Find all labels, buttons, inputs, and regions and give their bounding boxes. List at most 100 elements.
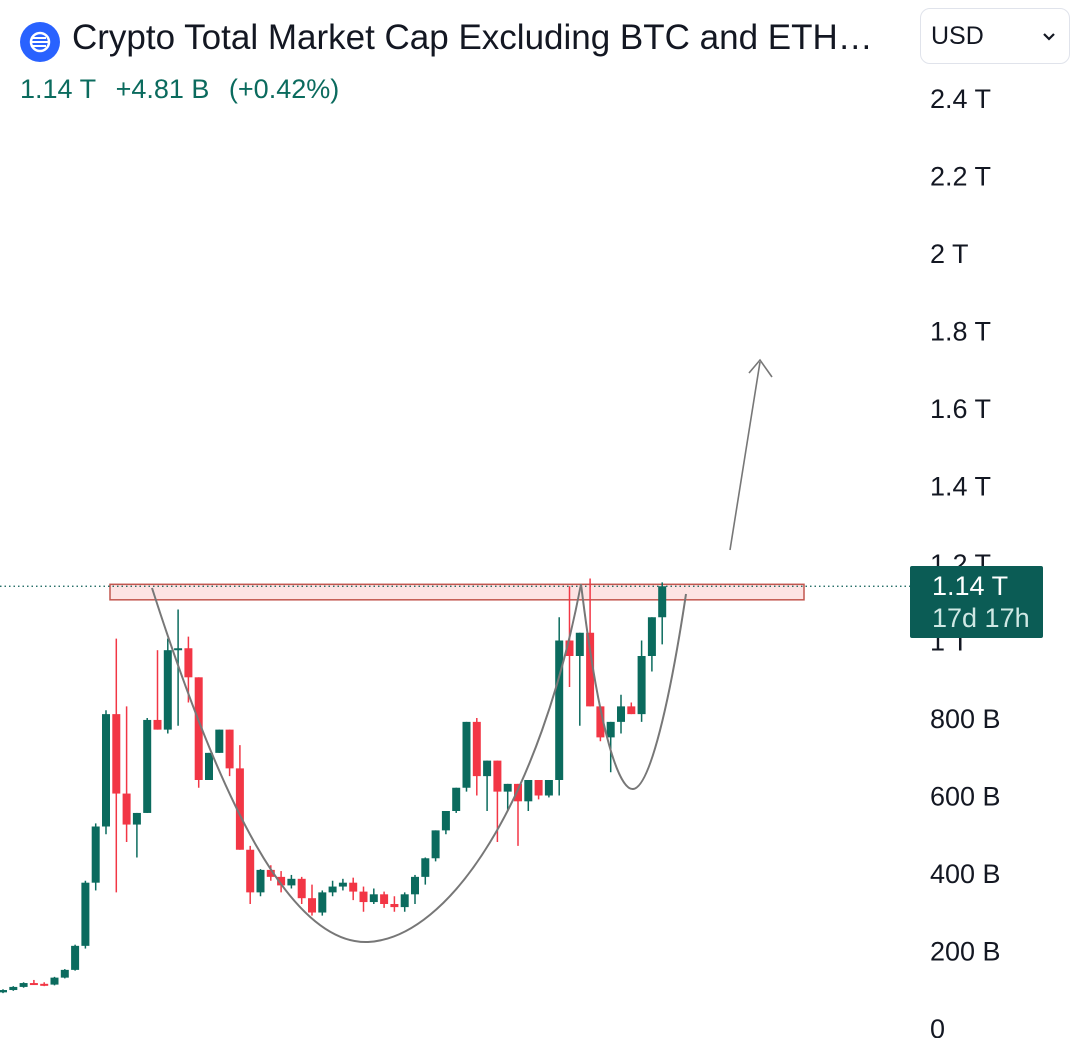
candle [29,979,38,986]
candle-body [297,878,306,899]
candle [60,969,69,979]
y-tick-label: 0 [930,1014,945,1038]
candles-layer [0,578,667,994]
candle [9,986,18,991]
candle-body [256,869,265,893]
candle [235,745,244,850]
candle-body [575,632,584,656]
last-price-badge: 1.14 T 17d 17h [910,566,1043,638]
candle-body [369,894,378,903]
candle-body [122,793,131,825]
candle [297,876,306,904]
candle-body [637,656,646,715]
candle-body [338,882,347,887]
currency-select[interactable]: USD [920,8,1070,64]
candle [143,718,152,813]
candle-body [462,721,471,788]
candle-body [617,706,625,722]
candle-body [153,719,162,730]
candle-body [60,969,69,978]
crypto-logo-icon [20,22,60,62]
candle-body [565,640,574,656]
candle [390,896,399,912]
price-change: +4.81 B [115,74,210,104]
candle [194,677,203,788]
candle-body [647,617,656,656]
candle-body [421,858,430,877]
candle-body [174,648,183,651]
candle [112,638,121,893]
candle [153,650,162,730]
candle-body [627,706,636,715]
candle-body [431,830,440,859]
candle [71,944,80,971]
candle-body [483,760,492,777]
candle-body [586,632,595,707]
candle [400,892,409,912]
candle-body [452,787,461,811]
candle [503,783,512,811]
candle-body [359,891,368,903]
candle-body [658,586,667,618]
candle [19,982,28,988]
candle-body [50,977,59,985]
candle-body [71,945,80,970]
candle [102,710,110,835]
resistance-zone-layer [0,583,910,601]
candle [349,877,358,901]
candle [421,857,430,885]
y-tick-label: 600 B [930,782,1001,812]
pattern-drawings [151,358,773,944]
candle [318,890,327,916]
candle [122,706,131,842]
candle [91,823,100,891]
candle-body [40,983,49,986]
candle-body [441,811,450,831]
candle [287,874,296,889]
candle [627,702,636,715]
currency-value: USD [931,21,984,50]
candle-body [472,721,481,777]
resistance-zone [109,583,805,601]
candle [215,729,224,753]
chevron-down-icon [1041,22,1057,51]
candle-body [132,812,141,825]
candle-body [308,898,316,913]
candle-body [596,706,605,738]
candle-body [328,886,337,893]
candle-body [524,780,533,802]
candle [452,787,461,813]
candle [359,886,368,912]
candle [637,640,646,722]
candle-body [91,826,100,883]
candle [328,880,337,897]
candle-body [246,849,255,893]
candle-body [235,768,244,850]
candle-body [411,876,419,895]
y-tick-label: 2.2 T [930,162,991,192]
candle-body [555,640,564,780]
candle [431,830,440,862]
candle [575,632,584,726]
y-tick-label: 200 B [930,937,1001,967]
candle-body [349,882,358,892]
candle [586,578,595,707]
candle-body [81,882,90,946]
candle-body [19,983,28,987]
target-arrow-shaft [729,361,761,551]
candle-body [184,648,193,678]
candle [380,891,389,908]
y-tick-label: 1.8 T [930,317,991,347]
y-tick-label: 1.6 T [930,394,991,424]
y-tick-label: 1.4 T [930,472,991,502]
candle-body [102,714,110,827]
badge-price: 1.14 T [932,571,1009,601]
candle [81,880,90,949]
candle [617,694,625,734]
chart-header: Crypto Total Market Cap Excluding BTC an… [0,0,910,110]
cup-curve [151,583,582,944]
candle [0,989,7,994]
candle-body [112,714,121,794]
candle-body [266,869,275,877]
